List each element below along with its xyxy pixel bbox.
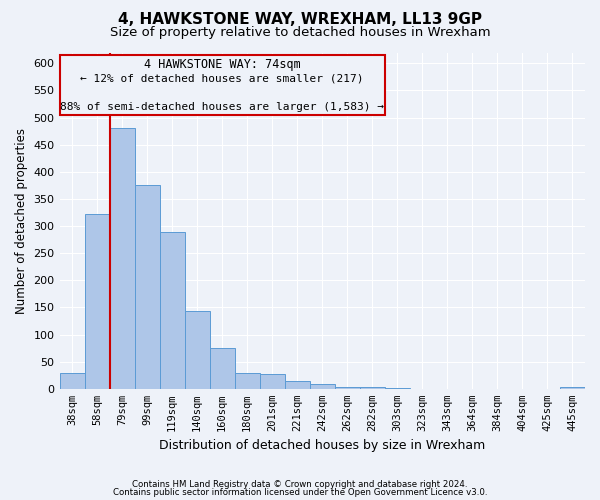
Bar [110,128,134,389]
Bar [59,372,85,389]
Bar [285,381,310,389]
Bar [85,214,110,389]
X-axis label: Distribution of detached houses by size in Wrexham: Distribution of detached houses by size … [159,440,485,452]
Text: Contains public sector information licensed under the Open Government Licence v3: Contains public sector information licen… [113,488,487,497]
Bar [385,388,410,389]
Y-axis label: Number of detached properties: Number of detached properties [15,128,28,314]
Text: 4 HAWKSTONE WAY: 74sqm: 4 HAWKSTONE WAY: 74sqm [144,58,301,71]
Bar [360,386,385,389]
Text: Contains HM Land Registry data © Crown copyright and database right 2024.: Contains HM Land Registry data © Crown c… [132,480,468,489]
Text: ← 12% of detached houses are smaller (217): ← 12% of detached houses are smaller (21… [80,74,364,84]
Text: 88% of semi-detached houses are larger (1,583) →: 88% of semi-detached houses are larger (… [60,102,384,112]
Bar [260,374,285,389]
Bar [335,386,360,389]
Bar [209,348,235,389]
FancyBboxPatch shape [59,55,385,115]
Bar [235,372,260,389]
Bar [310,384,335,389]
Text: Size of property relative to detached houses in Wrexham: Size of property relative to detached ho… [110,26,490,39]
Bar [160,232,185,389]
Bar [560,387,585,389]
Text: 4, HAWKSTONE WAY, WREXHAM, LL13 9GP: 4, HAWKSTONE WAY, WREXHAM, LL13 9GP [118,12,482,28]
Bar [185,310,209,389]
Bar [134,186,160,389]
